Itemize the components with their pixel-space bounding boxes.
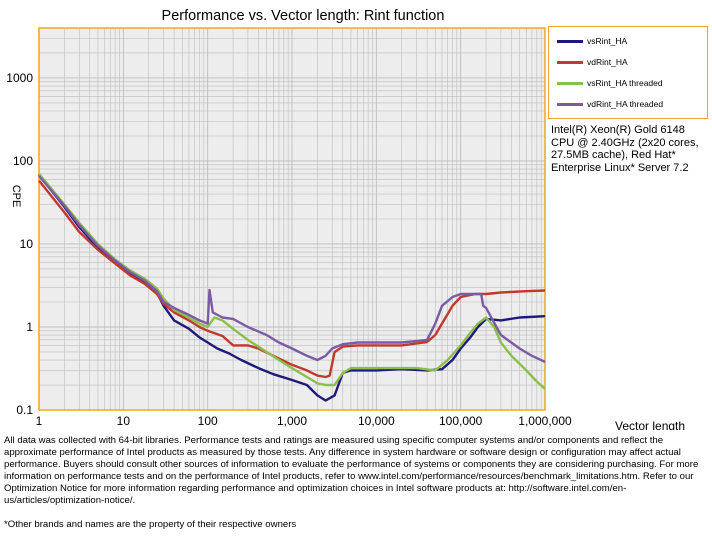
series-line-2	[38, 173, 546, 390]
performance-disclaimer: All data was collected with 64-bit libra…	[4, 435, 699, 506]
tick-labels: 1 10 100 1,000 10,000 100,000 1,000,0000.11101…	[6, 71, 572, 428]
legend-item: vsRint_HA	[557, 33, 627, 49]
y-tick-label: 0.1	[16, 403, 33, 417]
x-tick-label: 100	[198, 414, 218, 428]
legend-item: vsRint_HA threaded	[557, 75, 663, 91]
legend-swatch	[557, 81, 583, 85]
series-line-3	[38, 175, 546, 363]
x-axis-label: Vector length	[615, 419, 685, 430]
y-tick-label: 100	[13, 154, 33, 168]
legend-swatch	[557, 102, 583, 106]
legend-label: vdRint_HA	[587, 57, 628, 67]
x-tick-label: 1,000,000	[518, 414, 572, 428]
legend-swatch	[557, 39, 583, 43]
y-axis-label: CPE	[10, 185, 22, 208]
system-config-note: Intel(R) Xeon(R) Gold 6148 CPU @ 2.40GHz…	[551, 124, 699, 174]
legend-swatch	[557, 60, 583, 64]
chart: 1 10 100 1,000 10,000 100,000 1,000,0000.11101…	[6, 8, 685, 430]
legend-label: vsRint_HA	[587, 36, 628, 46]
trademark-footnote: *Other brands and names are the property…	[4, 519, 297, 530]
y-tick-label: 1	[26, 320, 33, 334]
y-tick-label: 1000	[6, 71, 33, 85]
x-tick-label: 10,000	[358, 414, 395, 428]
series-layer	[38, 173, 546, 402]
series-line-1	[38, 179, 546, 379]
x-tick-label: 100,000	[439, 414, 483, 428]
legend-item: vdRint_HA threaded	[557, 96, 663, 112]
x-tick-label: 10	[117, 414, 131, 428]
x-tick-label: 1,000	[277, 414, 307, 428]
x-tick-label: 1	[36, 414, 43, 428]
legend-label: vdRint_HA threaded	[587, 99, 664, 109]
y-tick-label: 10	[20, 237, 34, 251]
legend: vsRint_HA vdRint_HA vsRint_HA threaded v…	[548, 26, 708, 119]
chart-title: Performance vs. Vector length: Rint func…	[162, 8, 445, 24]
legend-item: vdRint_HA	[557, 54, 628, 70]
legend-label: vsRint_HA threaded	[587, 78, 663, 88]
plot-border	[38, 27, 546, 411]
